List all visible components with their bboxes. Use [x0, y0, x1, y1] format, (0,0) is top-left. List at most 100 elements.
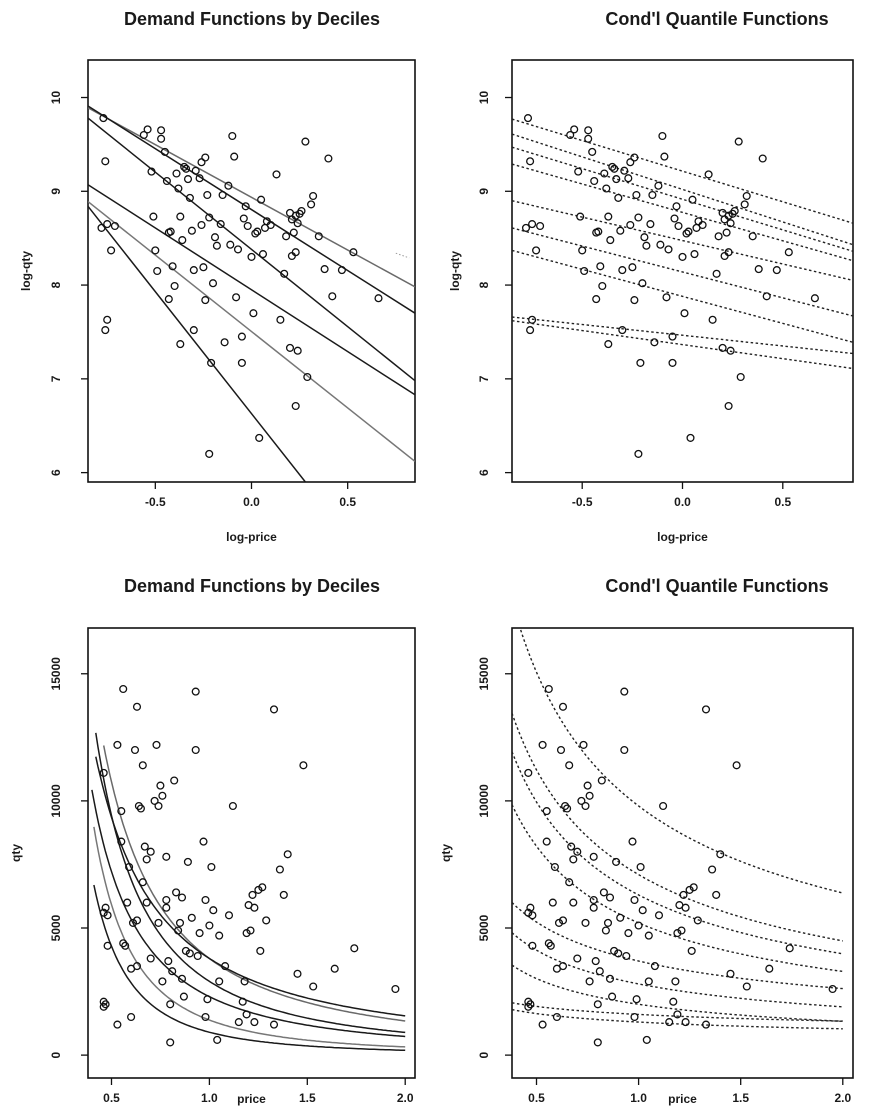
panel-d-data-point: [659, 801, 668, 811]
panel-a-data-point: [320, 265, 329, 274]
panel-b-data-point: [612, 175, 621, 184]
panel-a-fitted-line: [88, 105, 415, 314]
panel-c-data-point: [293, 969, 302, 978]
panel-b-data-point: [620, 166, 629, 175]
panel-b-data-point: [724, 211, 733, 220]
panel-a-data-point: [216, 220, 225, 229]
panel-c-data-point: [213, 1035, 222, 1044]
panel-a-data-point: [255, 433, 264, 442]
panel-a-data-point: [226, 240, 235, 249]
panel-c-data-point: [154, 918, 163, 927]
panel-d-fitted-line: [512, 1002, 843, 1022]
panel-b-data-point: [664, 245, 673, 254]
panel-d-fitted-line: [512, 901, 843, 990]
panel-a-data-point: [153, 266, 162, 276]
panel-b-data-point: [754, 265, 763, 274]
panel-c-fitted-line: [102, 745, 406, 1022]
panel-d-data-point: [608, 992, 617, 1001]
panel-b-data-point: [606, 236, 615, 245]
panel-c-data-point: [140, 842, 149, 851]
panel-b-fitted-line: [512, 200, 853, 282]
panel-c-data-point: [250, 903, 259, 912]
panel-b-data-point: [784, 248, 793, 257]
panel-c-data-point: [185, 949, 194, 958]
panel-a-data-point: [324, 154, 333, 163]
panel-d-data-point: [548, 898, 557, 907]
panel-d-data-point: [638, 906, 647, 915]
panel-a-data-point: [293, 346, 302, 355]
panel-d-data-point: [524, 1002, 533, 1011]
panel-c-data-point: [330, 964, 339, 973]
panel-d-data-point: [567, 842, 576, 851]
panel-b-data-point: [680, 309, 689, 318]
panel-c-data-point: [166, 1038, 175, 1047]
panel-c-data-point: [201, 895, 210, 905]
panel-d-data-point: [610, 946, 619, 955]
panel-c-fitted-line: [91, 789, 406, 1038]
panel-b-data-point: [712, 269, 721, 278]
panel-d-ytick-label: 10000: [477, 784, 491, 818]
panel-d-data-point: [624, 929, 633, 938]
panel-c-data-point: [158, 791, 167, 800]
panel-d-data-point: [716, 850, 725, 859]
panel-d-data-point: [563, 804, 572, 813]
panel-d-frame: [511, 627, 854, 1079]
panel-d-data-point: [577, 796, 586, 805]
panel-d-data-point: [701, 705, 711, 714]
panel-d-ytick-label: 15000: [477, 657, 491, 691]
panel-c-data-point: [113, 740, 122, 749]
panel-c-data-point: [162, 895, 171, 905]
panel-b-data-point: [616, 226, 625, 235]
panel-c-data-point: [234, 1018, 243, 1027]
panel-d-data-point: [701, 1020, 711, 1029]
panel-c-data-point: [164, 957, 173, 966]
panel-c-data-point: [187, 913, 196, 922]
panel-d-data-point: [593, 1000, 602, 1009]
panel-d-data-point: [687, 946, 696, 955]
panel-d-fitted-line: [519, 628, 843, 894]
panel-d-data-point: [593, 1038, 602, 1047]
panel-c-title: Demand Functions by Deciles: [124, 576, 380, 596]
panel-d-data-point: [538, 1020, 547, 1029]
panel-b-data-point: [642, 241, 651, 250]
panel-a-data-point: [220, 338, 229, 347]
panel-b-data-point: [690, 250, 699, 259]
panel-b-data-point: [762, 292, 771, 301]
panel-b-data-point: [598, 281, 607, 291]
panel-a-data-point: [185, 193, 194, 202]
panel-b-data-point: [528, 315, 537, 324]
panel-c-data-point: [142, 855, 151, 864]
panel-a-data-point: [280, 269, 289, 278]
panel-c-data-point: [215, 977, 224, 986]
panel-d-data-point: [558, 962, 568, 971]
panel-c-data-point: [146, 954, 155, 963]
panel-b-data-point: [724, 401, 733, 411]
panel-a-data-point: [172, 169, 181, 178]
panel-a-data-point: [230, 152, 239, 161]
panel-d-data-point: [636, 862, 645, 872]
panel-d-fitted-line: [512, 964, 843, 1022]
panel-c-data-point: [142, 898, 151, 907]
panel-b-ytick-label: 10: [477, 91, 491, 105]
panel-b-fitted-line: [512, 118, 853, 224]
panel-b-data-point: [640, 233, 649, 242]
panel-a-ytick-label: 9: [49, 188, 63, 195]
panel-d-data-point: [622, 951, 631, 961]
panel-c-data-point: [177, 974, 187, 983]
panel-b-data-point: [810, 294, 819, 303]
panel-c-data-point: [391, 984, 400, 994]
panel-a-ytick-label: 8: [49, 281, 63, 288]
panel-a-data-point: [197, 158, 206, 167]
panel-b-data-point: [626, 158, 635, 167]
panel-d-fitted-line: [512, 751, 843, 955]
panel-a-data-point: [237, 358, 246, 367]
panel-c-data-point: [275, 865, 284, 874]
panel-d-fitted-line: [512, 713, 843, 942]
panel-d-data-point: [671, 977, 680, 986]
panel-a-data-point: [257, 195, 266, 204]
panel-c-data-point: [138, 878, 147, 887]
panel-a-data-point: [208, 279, 218, 288]
panel-d-data-point: [742, 982, 751, 991]
panel-d-data-point: [785, 944, 794, 953]
panel-d-data-point: [712, 890, 721, 899]
